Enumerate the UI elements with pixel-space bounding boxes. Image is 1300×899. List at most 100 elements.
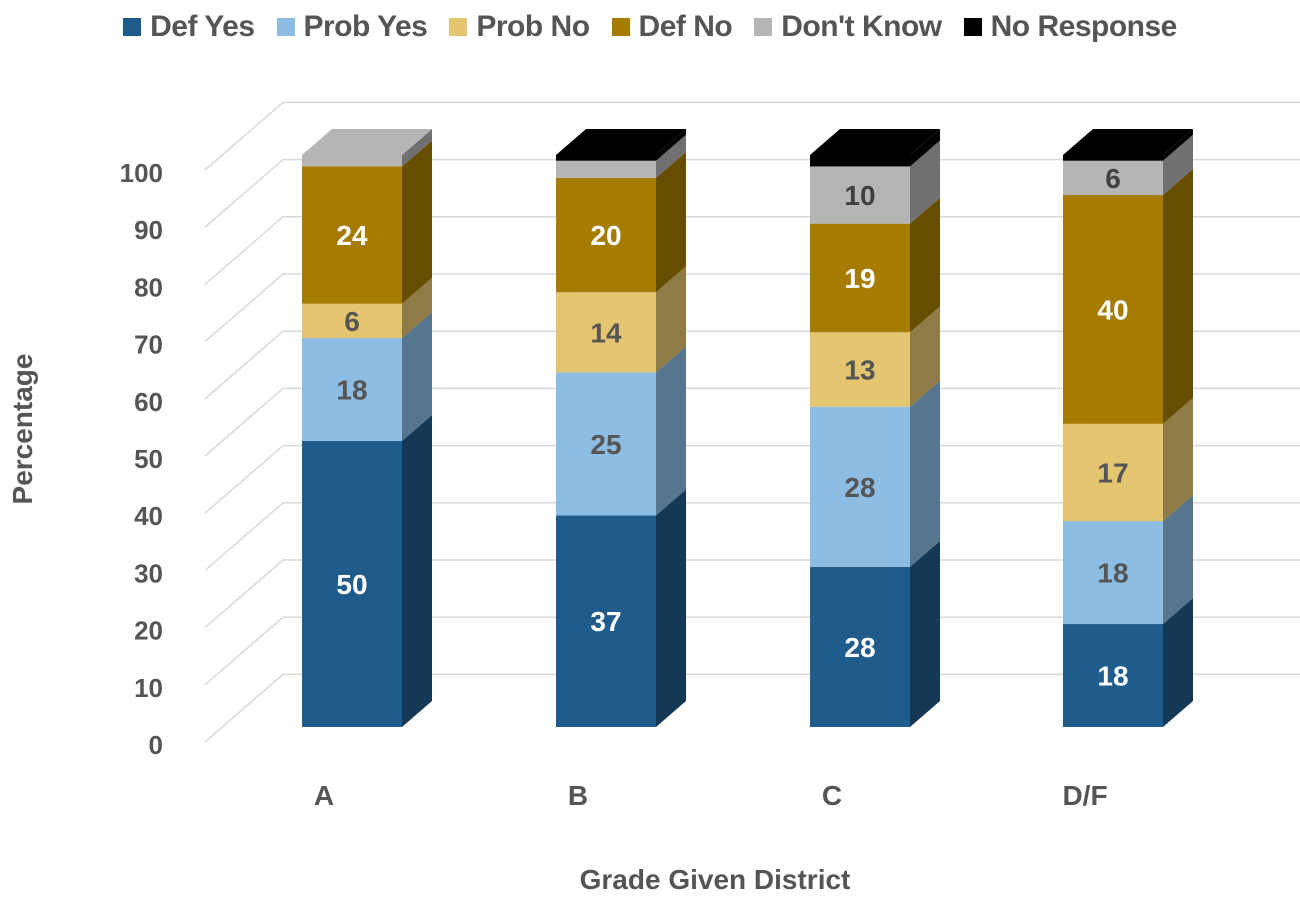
y-tick-label: 0 bbox=[149, 730, 163, 760]
bar-side-def-yes bbox=[910, 540, 940, 727]
gridline bbox=[204, 502, 1300, 571]
legend-item-no-response: No Response bbox=[963, 10, 1178, 44]
x-category-label: D/F bbox=[1062, 780, 1107, 811]
data-label: 37 bbox=[590, 606, 621, 637]
legend-label: Def No bbox=[638, 10, 733, 43]
legend-item-don-t-know: Don't Know bbox=[754, 10, 942, 44]
bar-side-def-no bbox=[656, 151, 686, 293]
bar-side-def-yes bbox=[402, 415, 432, 727]
data-label: 28 bbox=[844, 472, 875, 503]
data-label: 18 bbox=[336, 375, 367, 406]
data-label: 28 bbox=[844, 632, 875, 663]
gridlines bbox=[204, 101, 1300, 743]
bar-side-prob-no bbox=[1163, 397, 1193, 522]
legend-item-prob-yes: Prob Yes bbox=[276, 10, 428, 44]
bar-side-def-yes bbox=[1163, 598, 1193, 727]
bar-top-no-response bbox=[810, 129, 940, 155]
x-category-label: A bbox=[314, 780, 334, 811]
gridline bbox=[204, 158, 1300, 228]
y-tick-label: 40 bbox=[134, 501, 163, 531]
data-label: 18 bbox=[1097, 558, 1128, 589]
gridline bbox=[204, 273, 1300, 343]
bar-side-prob-yes bbox=[402, 312, 432, 441]
data-label: 24 bbox=[336, 220, 368, 251]
gridline bbox=[204, 330, 1300, 400]
bar-stack-d-f: 18 18 17 40 6 bbox=[1063, 129, 1193, 727]
y-tick-label: 70 bbox=[134, 330, 163, 360]
data-label: 14 bbox=[590, 317, 622, 348]
bar-side-def-no bbox=[910, 197, 940, 333]
x-category-label: B bbox=[568, 780, 588, 811]
data-label: 50 bbox=[336, 569, 367, 600]
bar-side-no-response bbox=[910, 129, 940, 167]
bar-segment-def-no bbox=[556, 177, 656, 293]
bar-side-def-yes bbox=[656, 489, 686, 727]
bar-side-def-no bbox=[402, 140, 432, 304]
bar-top-don-t-know bbox=[302, 129, 432, 155]
bar-segment-prob-yes bbox=[810, 406, 910, 567]
bar-segment-prob-yes bbox=[1063, 521, 1163, 625]
bar-side-no-response bbox=[656, 129, 686, 161]
bar-top-no-response bbox=[556, 129, 686, 155]
bar-segment-def-no bbox=[1063, 195, 1163, 424]
y-axis-title: Percentage bbox=[7, 354, 38, 505]
bars: 50 18 6 24 37 25 14 20 28 28 13 19 10 18 18 17 40 6 bbox=[302, 129, 1193, 727]
legend-swatch bbox=[276, 18, 295, 36]
bar-side-don-t-know bbox=[910, 140, 940, 224]
y-tick-label: 100 bbox=[120, 158, 163, 188]
legend-item-prob-no: Prob No bbox=[449, 10, 590, 44]
data-label: 6 bbox=[1105, 163, 1121, 194]
y-tick-label: 20 bbox=[134, 616, 163, 646]
legend-swatch bbox=[754, 18, 773, 36]
x-category-label: C bbox=[822, 780, 842, 811]
bar-segment-prob-yes bbox=[302, 338, 402, 441]
bar-side-def-no bbox=[1163, 169, 1193, 424]
bar-segment-prob-no bbox=[556, 292, 656, 373]
bar-segment-def-yes bbox=[556, 515, 656, 727]
data-label: 17 bbox=[1097, 457, 1128, 488]
bar-segment-def-yes bbox=[302, 441, 402, 727]
bar-segment-prob-no bbox=[810, 332, 910, 407]
data-label: 10 bbox=[844, 180, 875, 211]
bar-top-no-response bbox=[1063, 129, 1193, 155]
bar-stack-a: 50 18 6 24 bbox=[302, 129, 432, 727]
legend-swatch bbox=[449, 18, 468, 36]
legend-swatch bbox=[963, 18, 982, 36]
legend-swatch bbox=[611, 18, 630, 36]
data-label: 18 bbox=[1097, 661, 1128, 692]
bar-side-prob-yes bbox=[1163, 495, 1193, 625]
data-label: 40 bbox=[1097, 294, 1128, 325]
legend-label: No Response bbox=[990, 10, 1178, 43]
gridline bbox=[204, 559, 1300, 629]
bar-side-prob-yes bbox=[910, 380, 940, 567]
legend-item-def-no: Def No bbox=[611, 10, 733, 44]
bar-segment-no-response bbox=[810, 155, 910, 167]
bar-side-prob-yes bbox=[656, 346, 686, 516]
bar-side-prob-no bbox=[402, 277, 432, 339]
y-tick-label: 90 bbox=[134, 215, 163, 245]
bar-side-prob-no bbox=[656, 266, 686, 373]
gridline bbox=[204, 444, 1300, 514]
bar-segment-don-t-know bbox=[810, 166, 910, 224]
bar-segment-don-t-know bbox=[1063, 160, 1163, 196]
bar-segment-no-response bbox=[556, 155, 656, 161]
legend-label: Prob No bbox=[476, 10, 590, 43]
bar-segment-def-yes bbox=[810, 566, 910, 727]
bar-segment-def-no bbox=[810, 223, 910, 333]
data-label: 13 bbox=[844, 355, 875, 386]
legend-label: Def Yes bbox=[150, 10, 255, 43]
bar-side-prob-no bbox=[910, 306, 940, 407]
data-label: 6 bbox=[344, 306, 360, 337]
legend-label: Don't Know bbox=[781, 10, 942, 43]
gridline bbox=[204, 101, 1300, 171]
x-axis-title: Grade Given District bbox=[580, 864, 851, 895]
y-tick-label: 60 bbox=[134, 387, 163, 417]
gridline bbox=[204, 387, 1300, 457]
gridline bbox=[204, 616, 1300, 686]
gridline bbox=[204, 673, 1300, 743]
legend-swatch bbox=[123, 18, 142, 36]
bar-segment-don-t-know bbox=[302, 155, 402, 167]
bar-side-no-response bbox=[1163, 129, 1193, 161]
bar-segment-prob-no bbox=[1063, 423, 1163, 522]
